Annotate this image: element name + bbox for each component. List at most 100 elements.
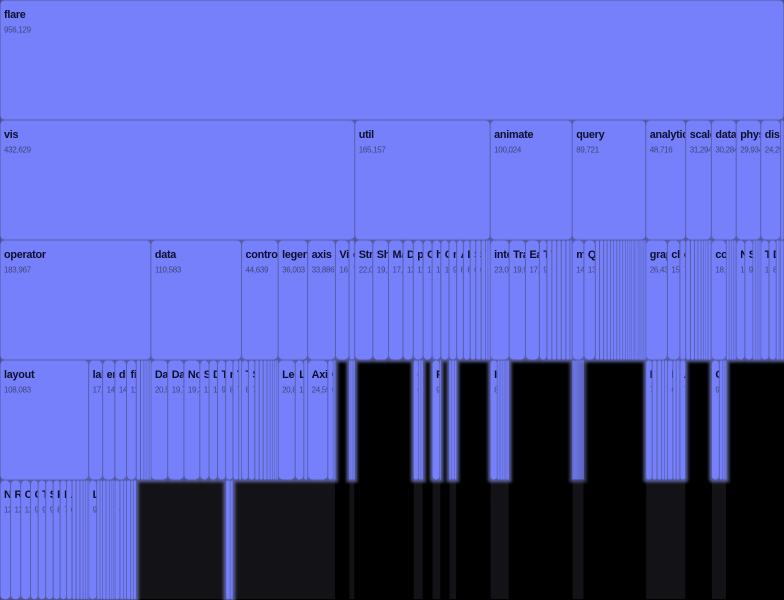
- svg-text:8,411: 8,411: [57, 505, 76, 514]
- svg-text:Geometry: Geometry: [427, 249, 476, 261]
- svg-text:Strings: Strings: [359, 249, 395, 261]
- svg-text:heap: heap: [436, 249, 461, 261]
- svg-text:183,967: 183,967: [4, 265, 32, 274]
- svg-text:6,725: 6,725: [71, 505, 90, 514]
- svg-text:CircleLayout: CircleLayout: [35, 489, 98, 501]
- svg-text:5,842: 5,842: [556, 265, 575, 274]
- svg-text:Tree: Tree: [237, 369, 258, 381]
- svg-text:7,074: 7,074: [684, 385, 703, 394]
- svg-text:9,956: 9,956: [93, 505, 112, 514]
- svg-text:17,057: 17,057: [93, 385, 117, 394]
- svg-text:Interpolator: Interpolator: [494, 369, 552, 381]
- svg-text:events: events: [353, 249, 386, 261]
- svg-text:22,026: 22,026: [359, 265, 383, 274]
- svg-text:Data: Data: [155, 369, 179, 381]
- svg-text:Displays: Displays: [407, 249, 450, 261]
- svg-text:Sort: Sort: [474, 249, 495, 261]
- svg-text:scale: scale: [690, 129, 716, 141]
- svg-text:7,881: 7,881: [64, 505, 83, 514]
- svg-text:432,629: 432,629: [4, 145, 32, 154]
- svg-text:108,083: 108,083: [4, 385, 32, 394]
- svg-text:label: label: [93, 369, 117, 381]
- svg-text:FibonacciHeap: FibonacciHeap: [436, 369, 510, 381]
- svg-text:LinkDistance: LinkDistance: [661, 369, 725, 381]
- svg-text:flare: flare: [4, 9, 26, 21]
- svg-text:12,348: 12,348: [15, 505, 39, 514]
- svg-text:8,435: 8,435: [246, 385, 265, 394]
- svg-text:render: render: [230, 369, 263, 381]
- svg-text:Dates: Dates: [467, 249, 495, 261]
- svg-text:Maths: Maths: [392, 249, 422, 261]
- svg-text:interpolate: interpolate: [494, 249, 547, 261]
- svg-text:9,354: 9,354: [436, 385, 455, 394]
- svg-text:CirclePackingLayout: CirclePackingLayout: [25, 489, 128, 501]
- svg-text:17,705: 17,705: [392, 265, 416, 274]
- svg-text:graph: graph: [650, 249, 679, 261]
- svg-text:19,975: 19,975: [513, 265, 537, 274]
- svg-text:math: math: [453, 249, 478, 261]
- svg-text:methods: methods: [576, 249, 619, 261]
- svg-text:ShortestPaths: ShortestPaths: [656, 369, 726, 381]
- svg-text:data: data: [715, 129, 737, 141]
- svg-text:44,639: 44,639: [246, 265, 270, 274]
- svg-text:11,946: 11,946: [417, 265, 440, 274]
- svg-text:controls: controls: [246, 249, 287, 261]
- svg-text:24,593: 24,593: [312, 385, 336, 394]
- svg-text:5,731: 5,731: [661, 385, 680, 394]
- svg-text:Arrays: Arrays: [461, 249, 494, 261]
- svg-text:29,934: 29,934: [740, 145, 764, 154]
- svg-text:8,833: 8,833: [773, 265, 784, 274]
- svg-text:layout: layout: [4, 369, 35, 381]
- svg-text:7,840: 7,840: [650, 385, 669, 394]
- svg-text:Transition: Transition: [543, 249, 592, 261]
- svg-text:Distortion: Distortion: [119, 489, 167, 501]
- svg-text:ScaleBinding: ScaleBinding: [204, 369, 269, 381]
- svg-text:48,716: 48,716: [650, 145, 674, 154]
- svg-text:5,593: 5,593: [561, 265, 580, 274]
- svg-text:6,006: 6,006: [551, 265, 570, 274]
- svg-text:15,207: 15,207: [671, 265, 695, 274]
- svg-text:24,254: 24,254: [765, 145, 784, 154]
- svg-text:axis: axis: [312, 249, 332, 261]
- svg-text:Easing: Easing: [529, 249, 563, 261]
- svg-text:distortion: distortion: [119, 369, 166, 381]
- svg-text:36,003: 36,003: [282, 265, 306, 274]
- svg-text:DirtySprite: DirtySprite: [773, 249, 784, 261]
- svg-text:110,583: 110,583: [155, 265, 182, 274]
- svg-text:Stats: Stats: [480, 249, 505, 261]
- svg-text:EdgeRenderer: EdgeRenderer: [230, 489, 302, 501]
- svg-text:5,914: 5,914: [656, 385, 675, 394]
- svg-text:13,896: 13,896: [588, 265, 612, 274]
- svg-text:animate: animate: [494, 129, 533, 141]
- svg-text:5,833: 5,833: [690, 265, 709, 274]
- svg-text:6,703: 6,703: [332, 385, 351, 394]
- svg-text:6,887: 6,887: [474, 265, 493, 274]
- svg-text:7,011: 7,011: [353, 265, 372, 274]
- svg-text:956,129: 956,129: [4, 25, 32, 34]
- svg-text:GraphMLConverter: GraphMLConverter: [715, 369, 784, 381]
- svg-text:17,010: 17,010: [529, 265, 553, 274]
- svg-text:TreeBuilder: TreeBuilder: [222, 369, 280, 381]
- svg-text:12,555: 12,555: [407, 265, 431, 274]
- svg-text:12,870: 12,870: [4, 505, 28, 514]
- svg-text:10,066: 10,066: [765, 265, 784, 274]
- svg-text:converters: converters: [715, 249, 768, 261]
- svg-text:7,862: 7,862: [252, 385, 271, 394]
- svg-text:26,435: 26,435: [650, 265, 674, 274]
- svg-text:FunctionSequence: FunctionSequence: [556, 249, 649, 261]
- svg-text:DataSprite: DataSprite: [213, 369, 265, 381]
- svg-text:8,746: 8,746: [494, 385, 513, 394]
- svg-text:9,121: 9,121: [50, 505, 69, 514]
- svg-text:TimeScale: TimeScale: [690, 249, 741, 261]
- svg-text:SelectionControl: SelectionControl: [252, 369, 335, 381]
- svg-text:19,118: 19,118: [377, 265, 400, 274]
- svg-text:9,930: 9,930: [222, 385, 241, 394]
- svg-text:30,284: 30,284: [715, 145, 739, 154]
- svg-text:TreeMapLayout: TreeMapLayout: [42, 489, 119, 501]
- svg-text:Property: Property: [485, 249, 528, 261]
- svg-text:analytics: analytics: [650, 129, 694, 141]
- svg-text:AspectRatioBanker: AspectRatioBanker: [684, 369, 780, 381]
- svg-text:Colors: Colors: [445, 249, 478, 261]
- svg-text:9,191: 9,191: [42, 505, 61, 514]
- svg-text:10,993: 10,993: [427, 265, 451, 274]
